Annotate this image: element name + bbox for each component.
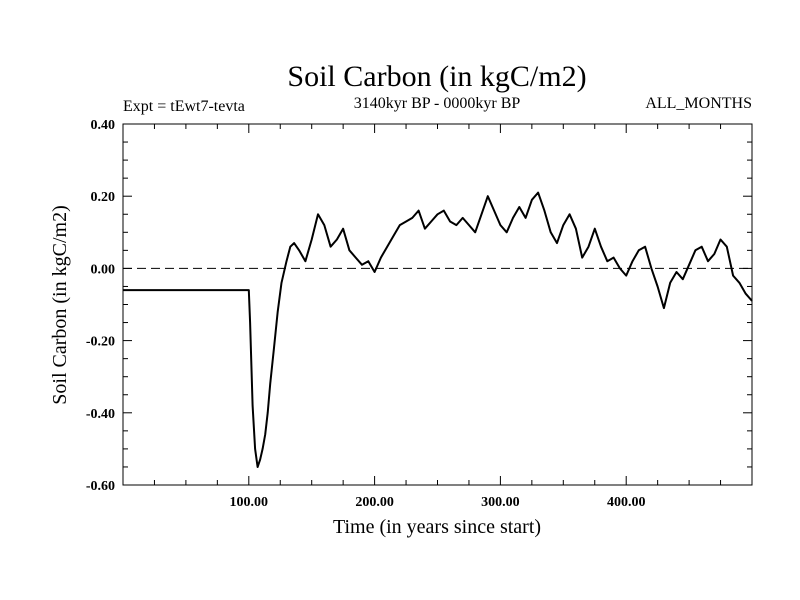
y-tick-label: 0.20 bbox=[91, 190, 116, 205]
y-tick-label: 0.00 bbox=[91, 262, 116, 277]
x-tick-label: 300.00 bbox=[481, 495, 520, 510]
series-group bbox=[123, 191, 753, 468]
y-tick-label: -0.60 bbox=[86, 479, 115, 494]
x-axis-ticks: 100.00 200.00 300.00 400.00 bbox=[153, 124, 722, 510]
y-axis-ticks: -0.60 -0.40 -0.20 0.00 0.20 0.40 bbox=[86, 118, 752, 494]
y-tick-label: -0.20 bbox=[86, 335, 115, 350]
x-axis-label: Time (in years since start) bbox=[333, 516, 541, 538]
plot-frame bbox=[122, 123, 753, 486]
x-tick-label: 200.00 bbox=[355, 495, 394, 510]
expt-label: Expt = tEwt7-tevta bbox=[123, 98, 245, 115]
months-label: ALL_MONTHS bbox=[645, 95, 752, 112]
chart-subtitle: 3140kyr BP - 0000kyr BP bbox=[354, 95, 521, 112]
y-axis-label: Soil Carbon (in kgC/m2) bbox=[49, 205, 71, 404]
x-tick-label: 100.00 bbox=[230, 495, 269, 510]
chart-title: Soil Carbon (in kgC/m2) bbox=[287, 60, 586, 93]
x-tick-label: 400.00 bbox=[607, 495, 646, 510]
y-tick-label: -0.40 bbox=[86, 407, 115, 422]
series-line-soil-carbon bbox=[123, 191, 753, 468]
y-tick-label: 0.40 bbox=[91, 118, 116, 133]
